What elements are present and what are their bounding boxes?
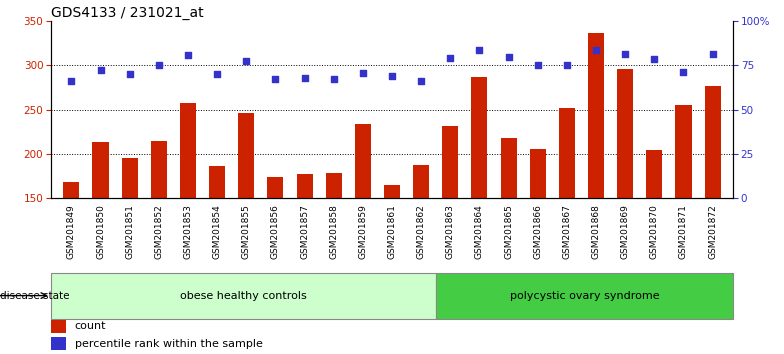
Bar: [442, 126, 459, 198]
Bar: [413, 166, 429, 198]
Bar: [559, 108, 575, 198]
Point: [648, 57, 661, 62]
Bar: [500, 138, 517, 198]
Point: [328, 76, 340, 81]
Bar: [705, 86, 720, 198]
Point: [706, 51, 719, 57]
Point: [211, 72, 223, 77]
Bar: [93, 143, 108, 198]
Bar: [122, 158, 138, 198]
Bar: [64, 182, 79, 198]
Point: [240, 58, 252, 64]
Bar: [355, 124, 371, 198]
Bar: [151, 141, 167, 198]
Text: percentile rank within the sample: percentile rank within the sample: [74, 339, 263, 349]
Point: [357, 70, 369, 76]
Bar: [238, 113, 254, 198]
Point: [503, 54, 515, 59]
Point: [123, 72, 136, 77]
Text: count: count: [74, 321, 107, 331]
Point: [269, 76, 281, 81]
Point: [619, 51, 631, 57]
Bar: [296, 175, 313, 198]
Point: [182, 52, 194, 58]
Point: [153, 63, 165, 68]
Bar: [180, 103, 196, 198]
Bar: [209, 166, 225, 198]
Bar: [51, 337, 66, 350]
Bar: [267, 177, 284, 198]
Bar: [530, 149, 546, 198]
Point: [677, 69, 690, 75]
Bar: [51, 320, 66, 333]
Bar: [384, 185, 400, 198]
Point: [474, 47, 486, 53]
Point: [94, 67, 107, 73]
Point: [386, 73, 398, 79]
Bar: [617, 69, 633, 198]
Point: [561, 63, 573, 68]
Bar: [646, 150, 662, 198]
Point: [444, 56, 456, 61]
Point: [532, 63, 544, 68]
Point: [590, 47, 602, 52]
Text: GDS4133 / 231021_at: GDS4133 / 231021_at: [51, 6, 204, 20]
Text: polycystic ovary syndrome: polycystic ovary syndrome: [510, 291, 659, 301]
Bar: [325, 173, 342, 198]
Bar: [676, 105, 691, 198]
Bar: [51, 273, 437, 319]
Point: [298, 75, 310, 81]
Bar: [437, 273, 733, 319]
Point: [415, 79, 427, 84]
Point: [65, 78, 78, 83]
Text: disease state: disease state: [0, 291, 70, 301]
Bar: [471, 77, 488, 198]
Bar: [588, 33, 604, 198]
Text: obese healthy controls: obese healthy controls: [180, 291, 307, 301]
